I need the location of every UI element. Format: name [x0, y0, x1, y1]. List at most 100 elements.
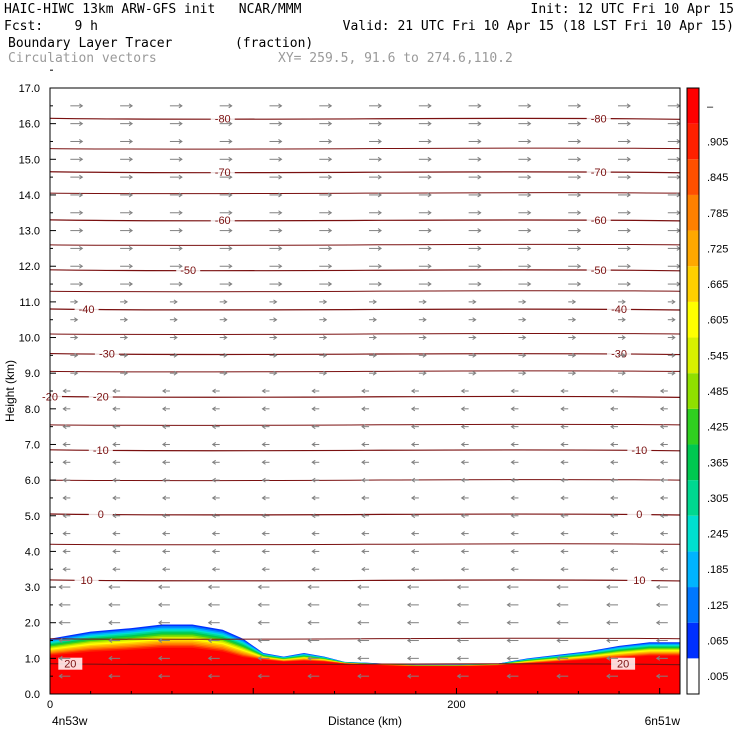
vector-arrowhead: [477, 281, 482, 287]
isotherm-label-bg: [627, 573, 652, 586]
vector-arrowhead: [472, 370, 477, 376]
colorbar-label: .665: [707, 279, 728, 291]
vector-arrowhead: [158, 655, 163, 661]
vector-arrowhead: [576, 174, 582, 180]
vector-arrowhead: [626, 228, 631, 234]
vector-arrowhead: [162, 513, 167, 519]
vector-arrowhead: [58, 638, 63, 643]
vector-arrowhead: [422, 335, 427, 340]
colorbar-swatch: [687, 88, 699, 124]
vector-arrowhead: [377, 245, 382, 251]
vector-arrowhead: [261, 566, 266, 572]
vector-arrowhead: [606, 655, 611, 661]
colorbar-label: .245: [707, 529, 728, 541]
vector-arrowhead: [610, 495, 615, 501]
vector-arrowhead: [261, 495, 266, 501]
colorbar-label: .545: [707, 350, 728, 362]
vector-arrowhead: [522, 317, 527, 323]
vector-arrowhead: [506, 655, 511, 661]
vector-arrowhead: [278, 103, 283, 109]
vector-arrowhead: [621, 352, 626, 358]
isotherm-label-bg: [586, 263, 611, 276]
vector-arrowhead: [322, 370, 328, 376]
isotherm-label-bg: [210, 213, 235, 226]
vector-arrowhead: [659, 442, 665, 447]
vector-arrowhead: [406, 602, 412, 608]
vector-arrowhead: [322, 352, 328, 358]
vector-arrowhead: [112, 495, 117, 501]
vector-arrowhead: [556, 620, 561, 626]
vector-arrowhead: [128, 281, 134, 287]
vector-arrowhead: [223, 352, 228, 358]
vector-arrowhead: [327, 263, 333, 269]
isotherm-label: -50: [591, 265, 607, 277]
vector-arrowhead: [257, 655, 262, 661]
isotherm-label-bg: [586, 213, 611, 226]
vector-arrowhead: [510, 548, 515, 554]
colorbar-label: .845: [707, 172, 728, 184]
vector-arrowhead: [278, 228, 283, 234]
vector-arrowhead: [62, 548, 67, 554]
vector-arrowhead: [108, 584, 113, 590]
isotherm-label: -80: [591, 113, 607, 125]
vector-arrowhead: [123, 299, 129, 305]
vector-arrowhead: [659, 566, 665, 572]
vector-arrowhead: [307, 655, 312, 661]
vector-arrowhead: [58, 620, 63, 626]
vector-arrowhead: [178, 174, 183, 180]
vector-arrowhead: [261, 531, 266, 537]
vector-arrowhead: [477, 121, 482, 127]
vector-arrowhead: [228, 103, 233, 109]
vector-arrowhead: [659, 513, 665, 519]
vector-arrowhead: [162, 531, 167, 537]
vector-arrowhead: [62, 406, 67, 412]
y-tick-label: 12.0: [19, 261, 40, 273]
vector-arrowhead: [410, 513, 416, 519]
vector-arrowhead: [327, 121, 333, 127]
x-right-endpoint: 6n51w: [645, 714, 681, 728]
vector-arrowhead: [472, 317, 477, 323]
y-tick-label: 14.0: [19, 190, 40, 202]
vector-arrowhead: [571, 370, 577, 376]
colorbar-swatch: [687, 123, 699, 160]
vector-arrowhead: [79, 103, 84, 109]
vector-arrowhead: [162, 442, 167, 447]
vector-arrowhead: [522, 352, 527, 358]
vector-arrowhead: [112, 406, 117, 412]
vector-arrowhead: [257, 620, 262, 626]
isotherm-label: 0: [636, 509, 642, 521]
vector-arrowhead: [79, 228, 84, 234]
vector-arrowhead: [377, 103, 382, 109]
vector-arrowhead: [228, 192, 233, 198]
vector-arrowhead: [610, 459, 615, 465]
vector-arrowhead: [510, 424, 515, 430]
vector-arrowhead: [460, 477, 465, 483]
isotherm-label-bg: [176, 263, 201, 276]
vector-arrowhead: [207, 584, 212, 590]
vector-arrowhead: [112, 548, 117, 554]
isotherm-line: [49, 171, 681, 174]
vector-arrowhead: [327, 281, 333, 287]
vector-arrowhead: [477, 174, 482, 180]
isotherm-label: -50: [180, 265, 196, 277]
vector-arrowhead: [361, 477, 366, 483]
vector-arrowhead: [477, 103, 482, 109]
vector-arrowhead: [158, 638, 163, 643]
vector-arrowhead: [659, 459, 665, 465]
y-tick-label: 2.0: [25, 618, 40, 630]
vector-arrowhead: [128, 245, 134, 251]
vector-arrowhead: [527, 139, 532, 144]
vector-arrowhead: [108, 602, 113, 608]
vector-arrowhead: [510, 459, 515, 465]
vector-arrowhead: [62, 566, 67, 572]
vector-arrowhead: [307, 602, 312, 608]
vector-arrowhead: [211, 477, 216, 483]
vector-arrowhead: [211, 459, 216, 465]
vector-arrowhead: [357, 620, 362, 626]
colorbar-label: .005: [707, 671, 728, 683]
vector-arrowhead: [406, 620, 412, 626]
vector-arrowhead: [261, 406, 266, 412]
vector-arrowhead: [327, 139, 333, 144]
vector-arrowhead: [477, 245, 482, 251]
vector-arrowhead: [655, 655, 661, 661]
